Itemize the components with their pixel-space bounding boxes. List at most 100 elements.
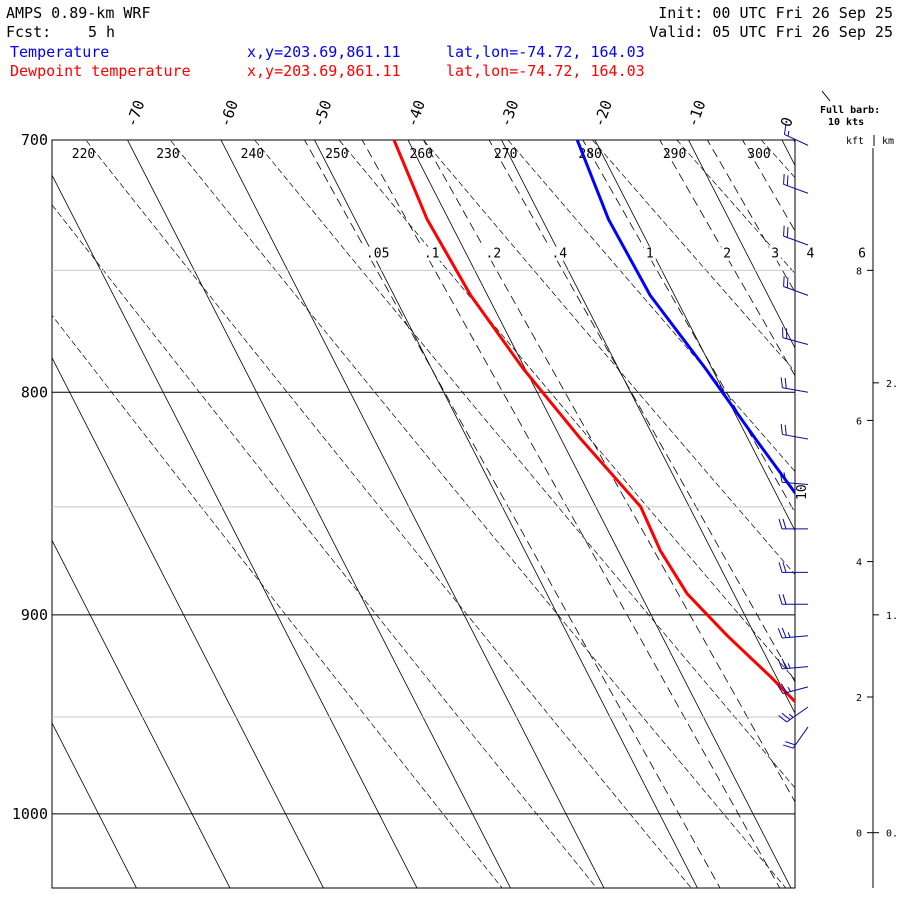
mixing-ratio-line: [793, 140, 795, 144]
kft-tick-label: 6: [856, 416, 862, 427]
legend: Temperature x,y=203.69,861.11 lat,lon=-7…: [10, 43, 645, 80]
wind-barb: [778, 706, 809, 723]
pressure-tick-label: 1000: [12, 805, 48, 823]
background-lines: [52, 140, 795, 888]
legend-temperature-coords: x,y=203.69,861.11: [247, 43, 401, 61]
theta-label: 270: [494, 147, 517, 162]
wind-key: Full barb: 10 kts: [820, 90, 880, 128]
wind-barb-flag: [783, 744, 794, 749]
wind-barb-flag: [784, 424, 787, 436]
wind-barb-shaft: [782, 635, 809, 639]
km-label: km: [882, 136, 894, 147]
dry-adiabat: [52, 204, 598, 888]
temperature-tick-label: -10: [683, 98, 709, 130]
wind-barb: [783, 225, 809, 246]
mixing-ratio-label-bg: [856, 246, 869, 261]
wind-barb-flag: [782, 594, 787, 605]
wind-barb-shaft: [782, 387, 809, 393]
wind-barb-shaft: [782, 686, 809, 695]
wind-barb-flag: [783, 123, 787, 135]
temperature-axis: -70 -60 -50 -40 -30 -20 -10 0: [122, 98, 797, 130]
wind-key-barb: [821, 90, 831, 102]
mixing-ratio-label: 3: [771, 247, 779, 262]
wind-barb-flag: [783, 472, 787, 483]
wind-barb: [778, 594, 808, 605]
mixing-ratio-line: [488, 140, 795, 683]
wind-barb: [776, 683, 809, 695]
wind-barb: [783, 123, 809, 146]
isotherm: [127, 140, 511, 888]
mixing-ratio-label: 2: [723, 247, 731, 262]
wind-barb-flag: [782, 562, 787, 573]
dry-adiabat: [254, 140, 795, 789]
mixing-ratio-label: 4: [807, 247, 815, 262]
isotherm: [52, 722, 137, 888]
kft-tick-label: 4: [856, 558, 862, 569]
theta-label: 260: [410, 147, 433, 162]
temperature-tick-label: -30: [496, 98, 522, 130]
wind-barb: [783, 726, 809, 749]
wind-barb: [783, 173, 809, 194]
wind-barb-flag: [786, 277, 789, 288]
wind-barb-shaft: [783, 183, 809, 194]
theta-label: 250: [325, 147, 348, 162]
wind-barb-flag: [785, 741, 796, 746]
mixing-ratio-label-bg: [363, 246, 392, 261]
wind-barb-flag: [782, 518, 787, 530]
dry-adiabat: [52, 314, 503, 888]
wind-barb: [780, 424, 809, 440]
wind-barb-shaft: [782, 481, 809, 485]
wind-barb-half: [787, 130, 790, 137]
mixing-ratio-line: [706, 140, 795, 293]
mixing-ratio-line: [304, 140, 721, 888]
km-tick-label: 2.: [886, 379, 898, 390]
pressure-tick-label: 700: [21, 131, 48, 149]
wind-barb: [778, 518, 808, 530]
wind-barb-shaft: [782, 666, 809, 670]
wind-barb-flag: [777, 658, 783, 670]
legend-temperature-latlon: lat,lon=-74.72, 164.03: [446, 43, 645, 61]
mixing-ratio-label: 1: [646, 247, 654, 262]
pressure-tick-label: 800: [21, 383, 48, 401]
wind-barb: [779, 471, 809, 485]
forecast-label: Fcst:: [6, 23, 51, 41]
wind-barb-flag: [786, 227, 789, 238]
isotherm: [688, 140, 795, 349]
dry-adiabat: [169, 140, 787, 888]
kft-tick-label: 0: [856, 829, 862, 840]
valid-time: Valid: 05 UTC Fri 26 Sep 25: [649, 23, 893, 41]
wind-barb-flag: [781, 627, 787, 638]
wind-barb-flag: [776, 684, 784, 694]
legend-dewpoint: Dewpoint temperature: [10, 62, 191, 80]
wind-barb-flag: [778, 518, 783, 530]
wind-key-value: 10 kts: [828, 117, 864, 128]
mixing-ratio-label-bg: [769, 246, 782, 261]
wind-barb-shaft: [784, 133, 809, 146]
wind-key-title: Full barb:: [820, 105, 880, 116]
wind-barb: [777, 658, 809, 670]
mixing-ratio-line: [361, 140, 781, 888]
wind-barb-shaft: [782, 433, 809, 440]
wind-barb-flag: [781, 658, 787, 669]
mixing-ratio-label: .05: [366, 247, 389, 262]
wind-barb-flag: [778, 715, 788, 723]
line-labels: 220 230 240 250 260 270 280 290 300.05.1.2.4 1 2 3 4…: [72, 147, 869, 500]
wind-barbs: [776, 123, 809, 749]
wind-barb-flag: [780, 377, 783, 388]
mixing-ratio-label-bg: [421, 246, 442, 261]
pressure-tick-label: 900: [21, 606, 48, 624]
mixing-ratio-line: [659, 140, 795, 377]
mixing-ratio-label-bg: [804, 246, 817, 261]
mixing-ratio-label: .4: [551, 247, 567, 262]
km-tick-label: 1.: [886, 611, 898, 622]
isotherm: [220, 140, 605, 888]
legend-dewpoint-coords: x,y=203.69,861.11: [247, 62, 401, 80]
mixing-ratio-label-bg: [721, 246, 734, 261]
wind-barb-shaft: [786, 706, 809, 723]
wind-barb: [782, 327, 809, 345]
model-title: AMPS 0.89-km WRF: [6, 4, 151, 22]
wind-barb-shaft: [783, 235, 809, 246]
mixing-ratio-label: .1: [424, 247, 440, 262]
isobars: [52, 269, 795, 815]
